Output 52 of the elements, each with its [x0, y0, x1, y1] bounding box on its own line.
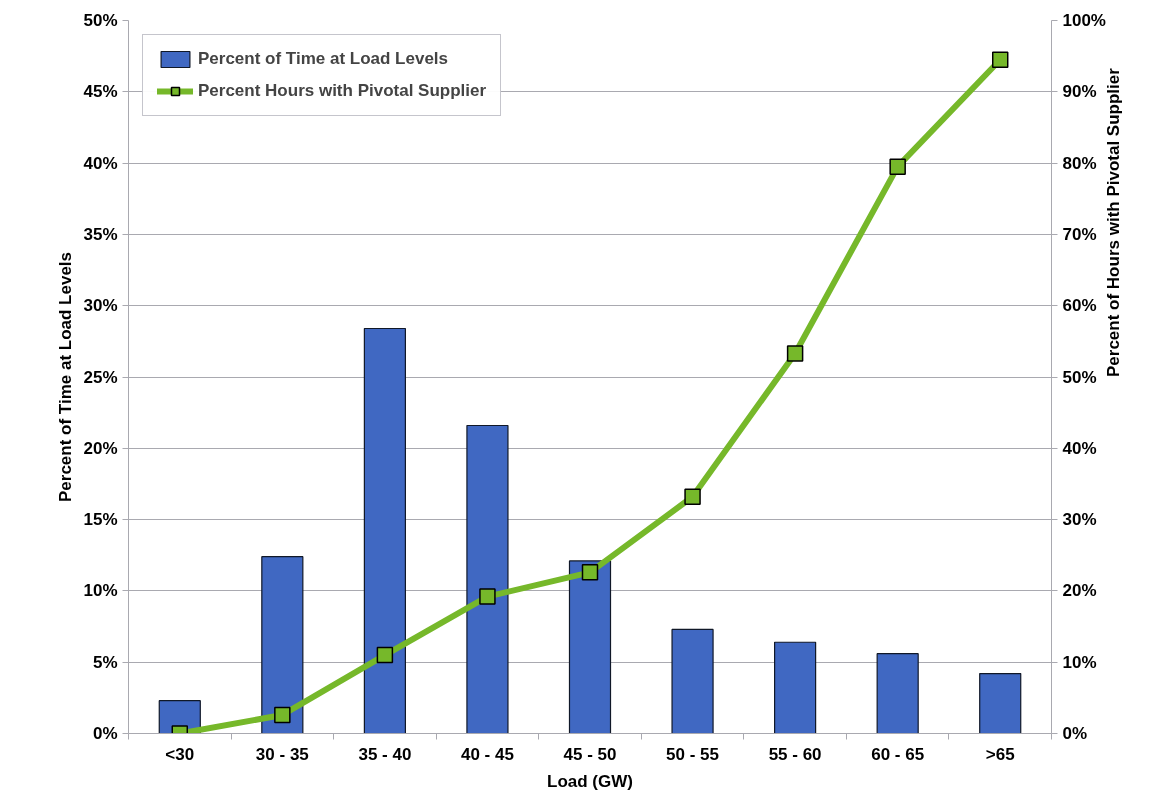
bar: [774, 641, 817, 734]
point: [684, 488, 701, 506]
point: [889, 158, 906, 175]
y2-tick-label: 90%: [1062, 82, 1097, 102]
x-tick-label: 55 - 60: [768, 744, 822, 764]
y-tick-label: 15%: [83, 510, 118, 530]
point: [991, 51, 1009, 68]
y2-tick-label: 50%: [1062, 367, 1097, 387]
bar: [466, 424, 509, 734]
x-tick-label: 40 - 45: [460, 744, 514, 764]
x-tick-label: 50 - 55: [666, 744, 720, 764]
y-tick-label: 0%: [92, 724, 118, 743]
y2-tick-label: 70%: [1062, 224, 1097, 244]
point: [274, 706, 291, 724]
bar: [876, 653, 919, 734]
bar: [568, 560, 612, 734]
y2-tick-label: 30%: [1062, 510, 1097, 530]
y2-tick-label: 10%: [1062, 652, 1097, 672]
y2-axis-title: Percent of Hours with Pivotal Supplier: [1104, 67, 1124, 377]
y2-tick-label: 80%: [1062, 153, 1097, 173]
y2-tick-label: 0%: [1062, 724, 1088, 743]
x-tick-label: 60 - 65: [871, 744, 925, 764]
bar: [671, 628, 714, 734]
legend-label: Percent of Time at Load Levels: [198, 49, 449, 69]
y-tick-label: 20%: [83, 438, 118, 458]
point: [376, 646, 394, 664]
x-tick-label: <30: [165, 744, 195, 764]
point: [786, 345, 804, 362]
y2-tick-label: 100%: [1062, 11, 1106, 30]
y-tick-label: 40%: [83, 153, 118, 173]
x-tick-label: >65: [985, 744, 1015, 764]
point: [479, 588, 496, 605]
y-tick-label: 50%: [83, 11, 118, 30]
y-tick-label: 25%: [83, 367, 118, 387]
y-tick-label: 35%: [83, 224, 118, 244]
bar: [261, 556, 304, 734]
y-axis-title: Percent of Time at Load Levels: [56, 251, 76, 503]
bar: [979, 673, 1022, 734]
y-tick-label: 10%: [83, 581, 118, 601]
bar: [363, 327, 406, 734]
legend-label: Percent Hours with Pivotal Supplier: [198, 81, 487, 101]
y-tick-label: 45%: [83, 82, 118, 102]
y2-tick-label: 40%: [1062, 438, 1097, 458]
y-tick-label: 5%: [92, 652, 118, 672]
x-axis-title: Load (GW): [547, 771, 633, 791]
y-tick-label: 30%: [83, 296, 118, 316]
x-tick-label: 30 - 35: [255, 744, 309, 764]
x-tick-label: 35 - 40: [358, 744, 412, 764]
y2-tick-label: 20%: [1062, 581, 1097, 601]
y2-tick-label: 60%: [1062, 296, 1097, 316]
point: [581, 564, 599, 581]
x-tick-label: 45 - 50: [563, 744, 617, 764]
